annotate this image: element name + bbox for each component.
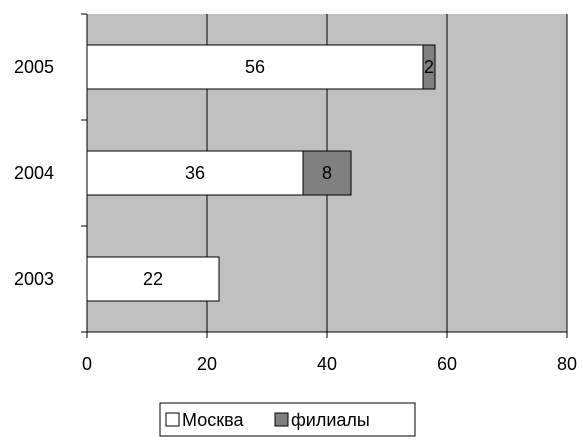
legend: Москва филиалы	[159, 402, 416, 437]
data-label-2004-series-0: 36	[185, 163, 205, 183]
x-tick-label-20: 20	[197, 354, 217, 374]
data-labels: 56 2 36 8 22	[143, 57, 434, 289]
bar-2004-series-1	[302, 150, 352, 196]
legend-label-moskva: Москва	[182, 410, 244, 430]
data-label-2003-series-0: 22	[143, 269, 163, 289]
x-tick-label-40: 40	[317, 354, 337, 374]
data-label-2005-series-0: 56	[245, 57, 265, 77]
legend-swatch-filialy	[274, 412, 289, 427]
x-tick-label-80: 80	[557, 354, 577, 374]
data-label-2004-series-1: 8	[322, 163, 332, 183]
axes: 0 20 40 60 80 2005 2004 2003	[14, 13, 577, 374]
data-label-2005-series-1: 2	[424, 57, 434, 77]
y-tick-label-2003: 2003	[14, 269, 54, 289]
legend-swatch-moskva	[165, 412, 180, 427]
bar-2003-series-0	[86, 256, 220, 302]
x-tick-label-60: 60	[437, 354, 457, 374]
y-tick-label-2004: 2004	[14, 163, 54, 183]
x-tick-label-0: 0	[82, 354, 92, 374]
bar-2005-series-1	[422, 44, 436, 90]
bars	[86, 44, 436, 302]
y-tick-label-2005: 2005	[14, 57, 54, 77]
legend-label-filialy: филиалы	[291, 410, 370, 430]
